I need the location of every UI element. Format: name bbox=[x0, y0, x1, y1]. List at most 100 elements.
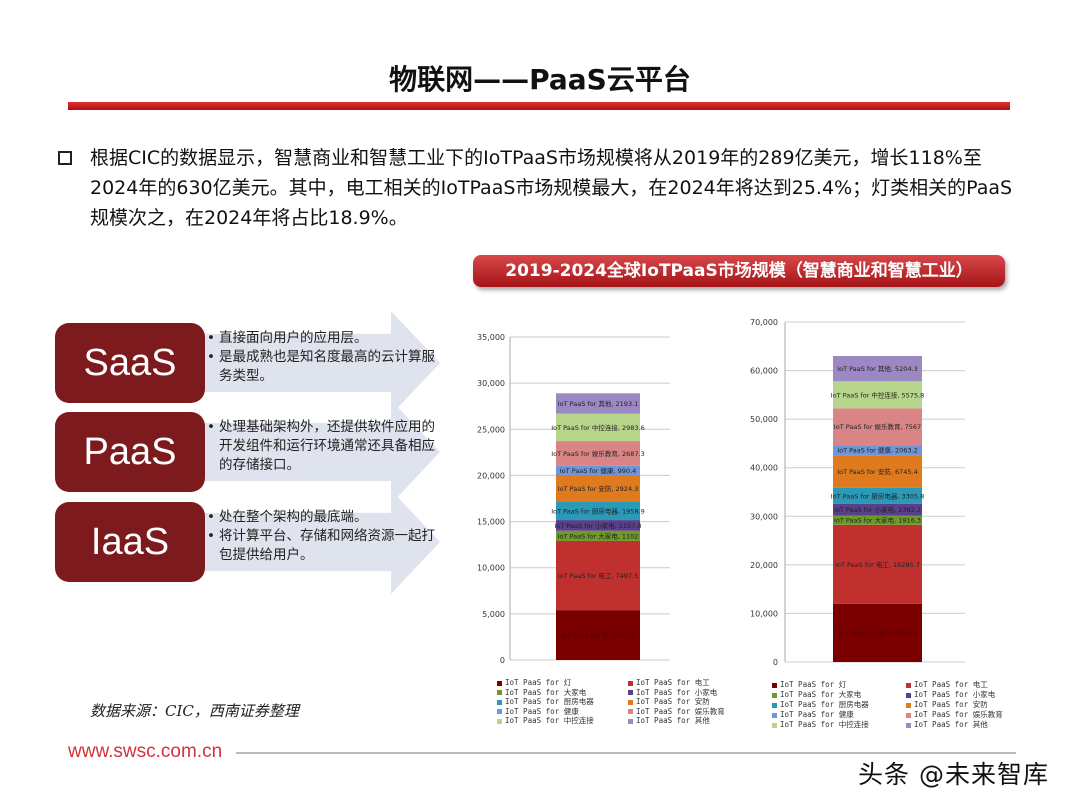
legend-swatch bbox=[497, 680, 502, 686]
legend-label: IoT PaaS for 厨房电器 bbox=[780, 700, 869, 709]
bar-segment bbox=[833, 455, 922, 488]
legend-swatch bbox=[497, 718, 502, 724]
bar-segment bbox=[833, 515, 922, 525]
bar-segment bbox=[556, 393, 640, 414]
legend-label: IoT PaaS for 娱乐教育 bbox=[914, 710, 1003, 719]
legend-label: IoT PaaS for 娱乐教育 bbox=[636, 706, 725, 716]
legend-swatch bbox=[772, 712, 777, 718]
data-label: IoT PaaS for 中控连接, 5575.8 bbox=[831, 390, 925, 399]
legend-item: IoT PaaS for 灯 bbox=[772, 679, 846, 690]
legend-label: IoT PaaS for 其他 bbox=[914, 720, 988, 729]
legend-label: IoT PaaS for 小家电 bbox=[914, 690, 996, 699]
legend-swatch bbox=[628, 680, 633, 686]
page-title: 物联网——PaaS云平台 bbox=[389, 63, 691, 96]
bar-segment bbox=[556, 540, 640, 611]
y-tick-label: 30,000 bbox=[477, 379, 505, 388]
layer-point: 将计算平台、存储和网络资源一起打包提供给用户。 bbox=[207, 527, 447, 565]
bar-segment bbox=[833, 381, 922, 409]
layer-label: IaaS bbox=[55, 502, 205, 582]
y-tick-label: 15,000 bbox=[477, 518, 505, 527]
legend-item: IoT PaaS for 娱乐教育 bbox=[906, 709, 1003, 720]
legend-item: IoT PaaS for 电工 bbox=[906, 679, 988, 690]
bar-segment bbox=[833, 445, 922, 456]
legend-swatch bbox=[906, 702, 911, 708]
y-tick-label: 10,000 bbox=[750, 609, 778, 618]
layer-saas: SaaS 直接面向用户的应用层。是最成熟也是知名度最高的云计算服务类型。 bbox=[55, 311, 447, 415]
legend-label: IoT PaaS for 大家电 bbox=[780, 690, 862, 699]
data-label: IoT PaaS for 安防, 2924.3 bbox=[558, 484, 639, 493]
legend-item: IoT PaaS for 其他 bbox=[628, 715, 710, 726]
bar-segment bbox=[556, 465, 640, 476]
legend-swatch bbox=[772, 722, 777, 728]
legend-swatch bbox=[906, 712, 911, 718]
title-divider bbox=[68, 102, 1010, 110]
legend-swatch bbox=[497, 699, 502, 705]
legend-item: IoT PaaS for 娱乐教育 bbox=[628, 706, 725, 717]
legend-label: IoT PaaS for 其他 bbox=[636, 716, 710, 726]
y-tick-label: 35,000 bbox=[477, 333, 505, 342]
y-tick-label: 60,000 bbox=[750, 367, 778, 376]
legend-item: IoT PaaS for 安防 bbox=[628, 696, 710, 707]
y-tick-label: 20,000 bbox=[750, 561, 778, 570]
data-label: IoT PaaS for 健康, 2063.2 bbox=[837, 446, 918, 455]
y-tick-label: 50,000 bbox=[750, 415, 778, 424]
y-tick-label: 40,000 bbox=[750, 464, 778, 473]
y-tick-label: 10,000 bbox=[477, 564, 505, 573]
legend-swatch bbox=[772, 682, 777, 688]
data-label: IoT PaaS for 灯, 11954.3 bbox=[838, 628, 916, 637]
legend-swatch bbox=[628, 718, 633, 724]
layer-label: SaaS bbox=[55, 323, 205, 403]
summary-text: 根据CIC的数据显示，智慧商业和智慧工业下的IoTPaaS市场规模将从2019年… bbox=[90, 147, 1013, 229]
legend-label: IoT PaaS for 小家电 bbox=[636, 687, 718, 697]
y-tick-label: 0 bbox=[773, 658, 778, 667]
y-tick-label: 0 bbox=[500, 656, 505, 665]
summary-bullet: 根据CIC的数据显示，智慧商业和智慧工业下的IoTPaaS市场规模将从2019年… bbox=[58, 143, 1018, 233]
data-label: IoT PaaS for 小家电, 2382.2 bbox=[834, 505, 921, 514]
bar-segment bbox=[556, 501, 640, 521]
data-label: IoT PaaS for 灯, 5405.1 bbox=[561, 631, 635, 640]
data-label: IoT PaaS for 其他, 2193.1 bbox=[558, 399, 639, 408]
bar-segment bbox=[556, 441, 640, 466]
legend-swatch bbox=[906, 692, 911, 698]
data-source: 数据来源：CIC，西南证券整理 bbox=[90, 702, 299, 720]
bar-segment bbox=[833, 487, 922, 504]
data-label: IoT PaaS for 中控连接, 2983.6 bbox=[551, 423, 645, 432]
data-label: IoT PaaS for 电工, 7497.5 bbox=[558, 571, 639, 580]
data-label: IoT PaaS for 健康, 990.4 bbox=[560, 466, 636, 475]
legend-item: IoT PaaS for 中控连接 bbox=[497, 715, 594, 726]
legend-item: IoT PaaS for 厨房电器 bbox=[772, 699, 869, 710]
legend-item: IoT PaaS for 厨房电器 bbox=[497, 696, 594, 707]
layer-point: 是最成熟也是知名度最高的云计算服务类型。 bbox=[207, 348, 447, 386]
bar-segment bbox=[833, 356, 922, 382]
legend-label: IoT PaaS for 健康 bbox=[505, 706, 579, 716]
legend-item: IoT PaaS for 大家电 bbox=[772, 689, 861, 700]
checkbox-bullet-icon bbox=[58, 151, 72, 165]
legend-swatch bbox=[906, 682, 911, 688]
legend-item: IoT PaaS for 大家电 bbox=[497, 687, 586, 698]
bar-segment bbox=[833, 603, 922, 662]
layer-description: 直接面向用户的应用层。是最成熟也是知名度最高的云计算服务类型。 bbox=[207, 329, 447, 386]
layer-point: 直接面向用户的应用层。 bbox=[207, 329, 447, 348]
bar-segment bbox=[556, 610, 640, 660]
legend-item: IoT PaaS for 中控连接 bbox=[772, 719, 869, 730]
data-label: IoT PaaS for 厨房电器, 3305.8 bbox=[831, 491, 925, 500]
legend-item: IoT PaaS for 电工 bbox=[628, 677, 710, 688]
legend-label: IoT PaaS for 灯 bbox=[780, 680, 847, 689]
legend-item: IoT PaaS for 健康 bbox=[772, 709, 854, 720]
footer-url[interactable]: www.swsc.com.cn bbox=[68, 741, 223, 762]
legend-swatch bbox=[628, 709, 633, 715]
legend-swatch bbox=[628, 699, 633, 705]
data-label: IoT PaaS for 安防, 6745.4 bbox=[837, 467, 918, 476]
legend-label: IoT PaaS for 厨房电器 bbox=[505, 697, 594, 707]
data-label: IoT PaaS for 电工, 16285.7 bbox=[835, 560, 920, 569]
y-tick-label: 5,000 bbox=[482, 610, 505, 619]
footer-divider bbox=[236, 752, 1016, 754]
bar-segment bbox=[556, 520, 640, 531]
data-label: IoT PaaS for 娱乐教育, 2687.3 bbox=[551, 449, 645, 458]
layer-point: 处在整个架构的最底端。 bbox=[207, 508, 447, 527]
y-tick-label: 25,000 bbox=[477, 425, 505, 434]
legend-item: IoT PaaS for 其他 bbox=[906, 719, 988, 730]
bar-segment bbox=[833, 503, 922, 516]
legend-item: IoT PaaS for 灯 bbox=[497, 677, 571, 688]
